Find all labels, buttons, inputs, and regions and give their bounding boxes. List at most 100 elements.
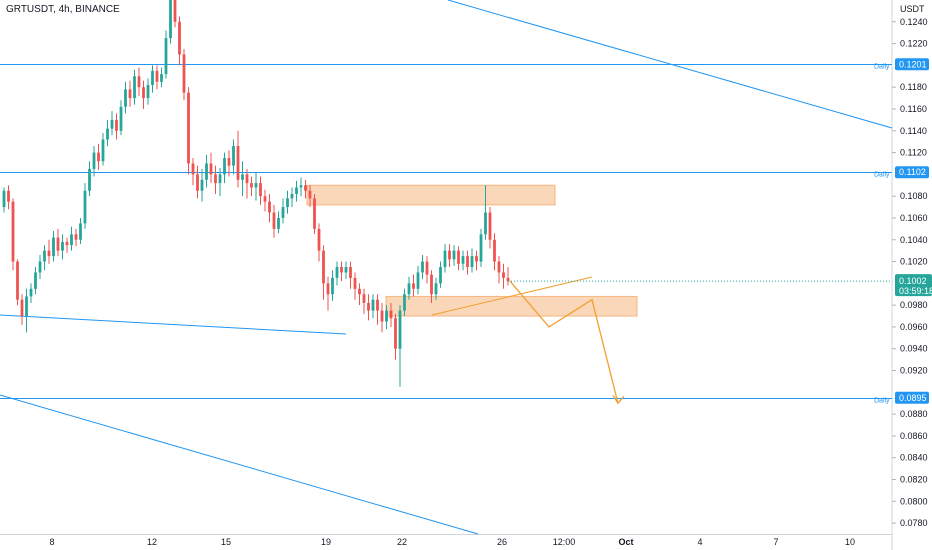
candle-up	[106, 128, 109, 140]
candle-down	[182, 54, 186, 93]
candle-down	[380, 310, 384, 322]
time-tick-label: 7	[773, 537, 778, 547]
price-tick-label: 0.1160	[900, 104, 927, 114]
time-tick-label: 12	[147, 537, 157, 547]
projection-line	[509, 280, 619, 404]
candle-down	[340, 267, 343, 273]
price-tick-label: 0.0860	[900, 431, 928, 441]
candle-down	[173, 0, 177, 22]
candle-up	[110, 119, 114, 129]
candle-down	[358, 288, 361, 295]
price-tick-label: 0.1240	[900, 17, 928, 27]
price-tick-label: 0.1120	[900, 148, 927, 158]
level-price-badge-text: 0.0895	[899, 393, 927, 403]
candle-up	[439, 267, 442, 284]
candle-up	[286, 198, 289, 208]
price-axis-unit: USDT	[900, 4, 925, 14]
candle-up	[290, 193, 294, 199]
candle-up	[331, 277, 334, 295]
candle-down	[178, 21, 181, 55]
candle-up	[205, 163, 208, 180]
candle-down	[65, 241, 69, 246]
price-zone	[385, 295, 638, 317]
time-axis[interactable]: 8 12 15 19 22 26 12:00 Oct 4 7 10	[49, 537, 855, 547]
price-tick-label: 0.1060	[900, 213, 928, 223]
price-tick-label: 0.0840	[900, 453, 928, 463]
time-tick-label: 12:00	[553, 537, 576, 547]
mid-trend-line	[0, 314, 347, 335]
candle-up	[124, 89, 127, 107]
candle-up	[200, 179, 204, 191]
candle-down	[317, 228, 321, 251]
candle-down	[272, 212, 276, 229]
price-tick-label: 0.1220	[900, 39, 928, 49]
level-price-badge	[895, 391, 929, 404]
candle-up	[2, 190, 6, 208]
last-price-value: 0.1002	[899, 276, 927, 286]
candlestick-series	[2, 0, 510, 387]
candle-down	[430, 274, 433, 295]
chart-grid	[0, 0, 893, 550]
candle-down	[142, 87, 145, 99]
candle-up	[29, 288, 33, 297]
candle-down	[155, 70, 159, 82]
candle-up	[484, 212, 487, 235]
candle-up	[241, 174, 244, 180]
candle-down	[497, 261, 501, 273]
rising-support-line	[431, 276, 593, 316]
time-tick-label: 19	[321, 537, 331, 547]
candle-up	[299, 185, 303, 188]
candle-down	[7, 190, 10, 202]
candle-up	[434, 283, 438, 295]
level-price-badge-text: 0.1102	[899, 167, 926, 177]
time-tick-label: 4	[697, 537, 702, 547]
candle-down	[304, 185, 307, 191]
projection-arrowhead	[612, 394, 625, 405]
candle-down	[11, 201, 15, 262]
candle-down	[250, 183, 253, 188]
level-price-badge	[895, 166, 929, 179]
candle-up	[61, 241, 64, 251]
candle-down	[97, 152, 100, 162]
level-price-badge-text: 0.1201	[899, 59, 927, 69]
candle-up	[403, 294, 406, 311]
candle-down	[466, 256, 469, 267]
candle-down	[448, 250, 451, 260]
last-price-badge	[895, 274, 932, 297]
daily-level-tag: Daily	[874, 172, 890, 179]
candle-down	[308, 190, 312, 199]
candle-down	[268, 201, 271, 213]
price-axis[interactable]: USDT 0.1240 0.1220 0.1180 0.1160 0.1140 0.1120…	[508, 4, 932, 528]
candle-down	[137, 76, 141, 88]
candle-down	[56, 237, 60, 251]
candle-down	[20, 299, 24, 317]
price-tick-label: 0.1080	[900, 191, 928, 201]
candle-up	[335, 267, 339, 278]
price-tick-label: 0.1040	[900, 235, 928, 245]
candle-down	[191, 163, 195, 175]
candle-down	[16, 261, 19, 300]
candle-up	[479, 234, 483, 262]
candle-up	[223, 158, 226, 175]
time-tick-label: 22	[397, 537, 407, 547]
trend-lines: Daily Daily Daily	[0, 0, 893, 535]
candle-up	[34, 272, 37, 289]
candle-down	[376, 299, 379, 311]
candle-down	[259, 183, 262, 197]
candle-up	[164, 38, 168, 75]
candle-up	[407, 283, 411, 295]
candle-up	[101, 139, 105, 162]
candle-down	[47, 250, 51, 257]
projection-path	[509, 280, 625, 405]
price-tick-label: 0.1020	[900, 257, 928, 267]
candle-down	[209, 163, 213, 175]
price-tick-label: 0.0940	[900, 344, 928, 354]
candle-up	[151, 70, 154, 86]
candle-down	[493, 239, 496, 262]
candle-up	[218, 174, 222, 184]
candle-down	[389, 310, 393, 319]
daily-level-tag: Daily	[874, 64, 890, 71]
price-tick-label: 0.1140	[900, 126, 927, 136]
candle-up	[470, 256, 474, 267]
